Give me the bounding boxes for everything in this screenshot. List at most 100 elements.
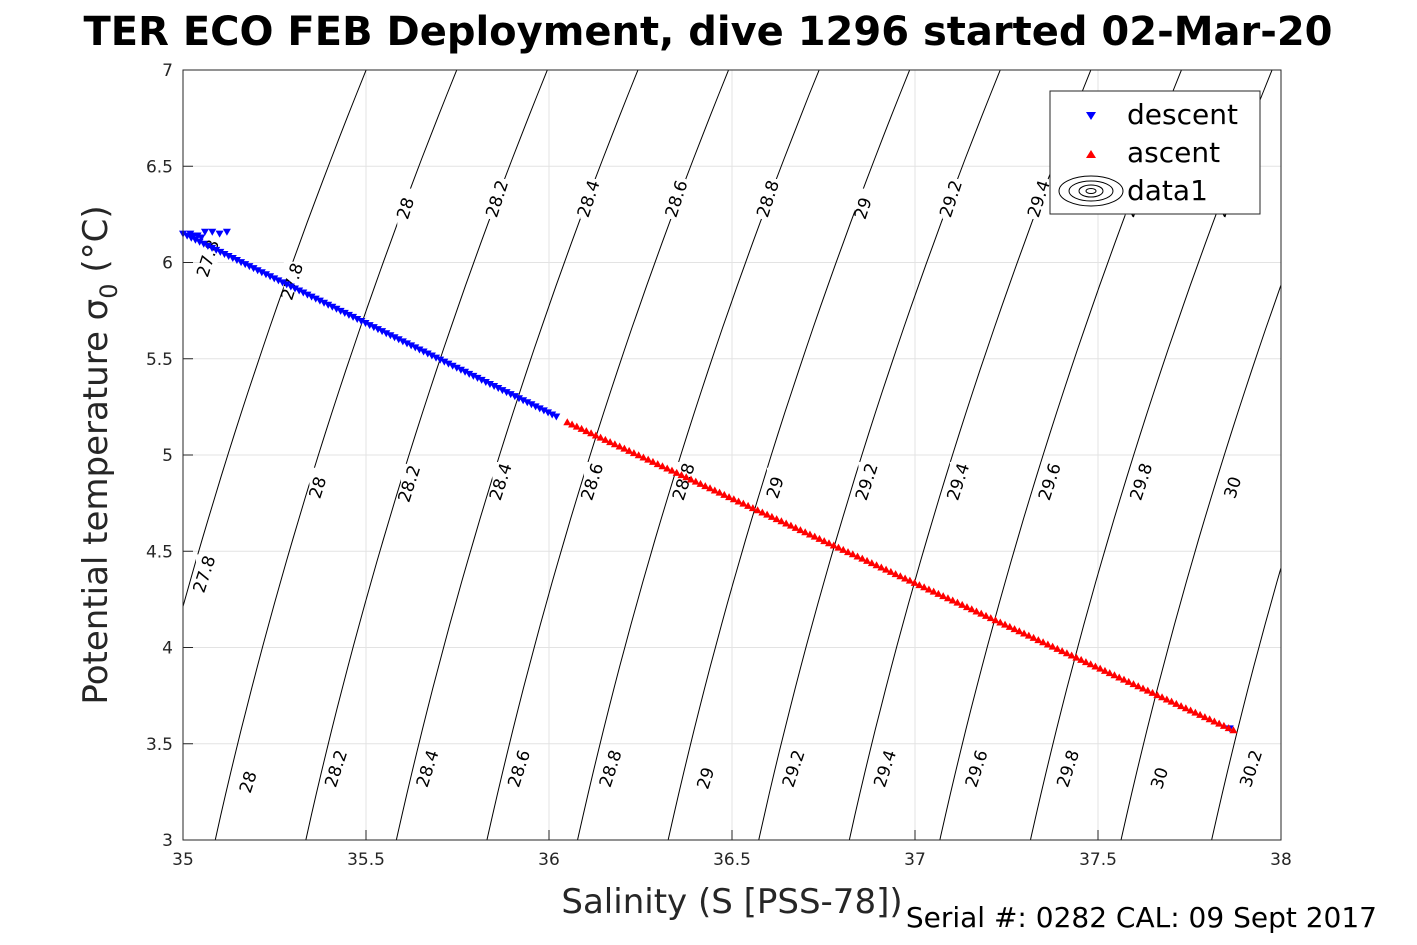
ascent-point (767, 512, 776, 520)
contour-line-28-8 (577, 70, 820, 840)
ascent-point (658, 462, 667, 470)
contour-line-28 (214, 70, 458, 840)
contour-label-bg (697, 758, 716, 799)
descent-point (186, 230, 195, 238)
descent-point (436, 356, 445, 364)
ascent-point (915, 581, 924, 589)
ascent-point (763, 510, 772, 518)
contour-line-29-2 (758, 70, 1001, 840)
ascent-point (839, 545, 848, 553)
contour-label-bg (949, 461, 968, 502)
descent-point (402, 340, 411, 348)
ascent-point (820, 537, 829, 545)
contour-label-bg (400, 463, 419, 504)
descent-point (494, 385, 503, 393)
ascent-point (625, 446, 634, 454)
y-tick-label: 5.5 (146, 350, 173, 370)
x-tick-label: 37.5 (1079, 850, 1117, 870)
descent-point (510, 393, 519, 401)
descent-point (232, 257, 241, 265)
ascent-point (948, 596, 957, 604)
descent-point (257, 269, 266, 277)
contour-label-bg (1151, 758, 1170, 799)
ascent-point (568, 420, 577, 428)
x-tick-label: 36 (538, 850, 560, 870)
ascent-point (1167, 697, 1176, 705)
x-tick-label: 35.5 (347, 850, 385, 870)
ascent-point (1162, 695, 1171, 703)
descent-point (481, 378, 490, 386)
contour-label-bg (1224, 467, 1243, 508)
descent-point (208, 228, 217, 236)
y-tick-label: 3.5 (146, 735, 173, 755)
x-axis-label: Salinity (S [PSS-78]) (561, 882, 902, 922)
chart-title: TER ECO FEB Deployment, dive 1296 starte… (83, 9, 1332, 55)
descent-point (328, 303, 337, 311)
descent-point (411, 344, 420, 352)
y-tick-label: 6.5 (146, 157, 173, 177)
contour-label-bg (327, 748, 346, 789)
descent-point (440, 358, 449, 366)
ascent-point (772, 515, 781, 523)
ascent-point (796, 526, 805, 534)
descent-point (469, 372, 478, 380)
ascent-point (972, 607, 981, 615)
contour-label-bg (942, 178, 961, 219)
descent-point (373, 326, 382, 334)
descent-point (461, 368, 470, 376)
legend-ascent-marker (1086, 150, 1096, 158)
contour-label-bg (492, 461, 511, 502)
descent-point (353, 315, 362, 323)
legend-ascent-label: ascent (1127, 136, 1220, 169)
ascent-point (687, 475, 696, 483)
descent-point (324, 301, 333, 309)
ascent-point (886, 567, 895, 575)
ascent-point (677, 471, 686, 479)
density-contours (183, 70, 1281, 840)
ascent-point (663, 464, 672, 472)
ascent-point (706, 484, 715, 492)
contour-label-bg (583, 461, 602, 502)
ascent-point (682, 473, 691, 481)
descent-point (349, 313, 358, 321)
ascent-point (758, 508, 767, 516)
ascent-point (1015, 627, 1024, 635)
descent-point (228, 255, 237, 263)
descent-point (465, 370, 474, 378)
ascent-point (1196, 710, 1205, 718)
ascent-point (896, 572, 905, 580)
ascent-point (1001, 620, 1010, 628)
descent-point (427, 352, 436, 360)
contour-label-bg (1041, 461, 1060, 502)
descent-point (311, 295, 320, 303)
descent-point (473, 374, 482, 382)
descent-point (197, 234, 206, 242)
ascent-point (744, 501, 753, 509)
descent-point (286, 283, 295, 291)
descent-point (332, 305, 341, 313)
contour-label-bg (759, 178, 778, 219)
contour-label-bg (876, 748, 895, 789)
y-axis-label-main: Potential temperature σ (76, 299, 116, 705)
ascent-point (1215, 719, 1224, 727)
descent-point (523, 399, 532, 407)
contour-line-28-2 (305, 70, 548, 840)
contour-label-bg (766, 467, 785, 508)
ascent-point (734, 497, 743, 505)
contour-label-bg (602, 748, 621, 789)
descent-point (253, 267, 262, 275)
ascent-point (1219, 721, 1228, 729)
descent-point (544, 409, 553, 417)
ascent-point (1177, 702, 1186, 710)
ascent-point (710, 486, 719, 494)
ascent-point (782, 519, 791, 527)
descent-point (452, 364, 461, 372)
ascent-point (986, 614, 995, 622)
ascent-point (848, 550, 857, 558)
x-tick-label: 36.5 (713, 850, 751, 870)
ascent-point (1020, 629, 1029, 637)
ascent-point (653, 460, 662, 468)
ascent-point (1229, 726, 1238, 734)
ascent-point (929, 587, 938, 595)
